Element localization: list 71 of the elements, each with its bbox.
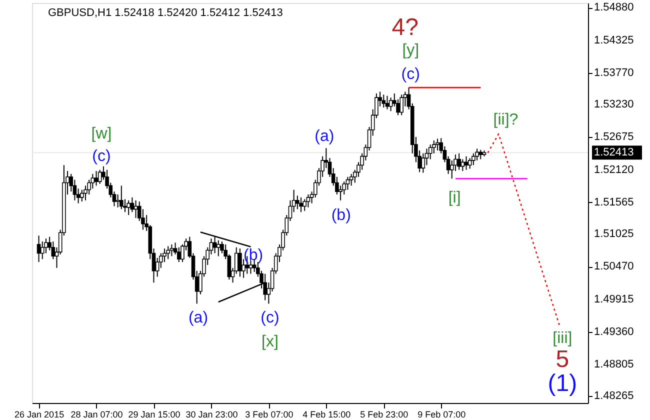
annotation: (a) [188, 310, 208, 327]
candlestick [385, 95, 390, 110]
candlestick [166, 246, 170, 260]
candlestick [382, 94, 386, 108]
candlestick [388, 97, 393, 112]
annotation: (c) [401, 66, 420, 84]
candlestick [464, 156, 468, 170]
candlestick [436, 138, 440, 151]
candlestick [120, 185, 124, 210]
y-tick-label: 1.51565 [594, 196, 634, 208]
x-tick-label: 30 Jan 23:00 [186, 410, 238, 420]
y-tick-label: 1.54325 [594, 34, 634, 46]
x-tick-label: 29 Jan 15:00 [128, 410, 180, 420]
chart-title: GBPUSD,H1 1.52418 1.52420 1.52412 1.52413 [48, 7, 283, 19]
x-tick-label: 28 Jan 07:00 [70, 410, 123, 420]
x-tick-label: 26 Jan 2015 [14, 410, 64, 420]
candlestick [94, 170, 98, 186]
candlestick [134, 200, 138, 218]
annotation: [i] [448, 189, 461, 206]
candlestick [238, 248, 242, 278]
annotation: [w] [91, 125, 112, 142]
candlestick [296, 195, 300, 210]
y-tick-label: 1.50470 [594, 260, 634, 273]
candlestick [478, 149, 483, 160]
candlestick [126, 200, 130, 216]
y-tick-label: 1.48265 [594, 390, 634, 402]
candlestick [472, 152, 476, 166]
x-tick-label: 9 Feb 07:00 [418, 410, 466, 420]
annotation: (a) [314, 128, 334, 146]
y-tick-label: 1.48805 [594, 358, 634, 371]
candlestick [400, 94, 404, 116]
candlestick [475, 148, 479, 161]
annotation: 4? [392, 14, 418, 41]
y-tick-label: 1.52675 [594, 131, 634, 144]
candlestick [338, 185, 342, 201]
candlestick [170, 244, 174, 257]
ref-line-label: 1.52413 [594, 146, 634, 159]
annotation: [ii]? [493, 111, 518, 128]
y-tick-label: 1.54880 [594, 2, 634, 14]
candlestick [302, 198, 307, 212]
candlestick [349, 173, 354, 186]
x-tick-label: 4 Feb 15:00 [302, 410, 351, 420]
y-tick-label: 1.52120 [594, 164, 634, 176]
candlestick [346, 176, 350, 190]
annotation: [y] [402, 42, 420, 59]
x-tick-label: 3 Feb 07:00 [245, 410, 294, 420]
candlestick [98, 169, 102, 184]
annotation: [x] [262, 333, 278, 350]
candlestick [80, 189, 84, 202]
y-tick-label: 1.49915 [594, 293, 634, 306]
candlestick [36, 235, 41, 263]
candlestick [40, 240, 44, 260]
candlestick [299, 196, 303, 213]
y-tick-label: 1.51025 [594, 228, 634, 240]
y-tick-label: 1.53770 [594, 66, 634, 79]
candlestick [216, 240, 220, 257]
x-tick-label: 5 Feb 23:00 [360, 410, 408, 420]
annotation: (c) [92, 148, 111, 165]
y-tick-label: 1.49360 [594, 326, 634, 338]
candlestick [116, 194, 120, 208]
annotation: (c) [260, 310, 280, 327]
annotation: (b) [244, 247, 264, 264]
annotation: [iii] [552, 330, 572, 348]
y-tick-label: 1.53230 [594, 98, 634, 111]
candlestick [468, 158, 472, 170]
candlestick [421, 152, 426, 174]
candlestick [155, 257, 160, 278]
candlestick [176, 246, 181, 263]
annotation: (b) [331, 207, 351, 224]
candlestick [306, 194, 310, 208]
candlestick [457, 152, 461, 170]
